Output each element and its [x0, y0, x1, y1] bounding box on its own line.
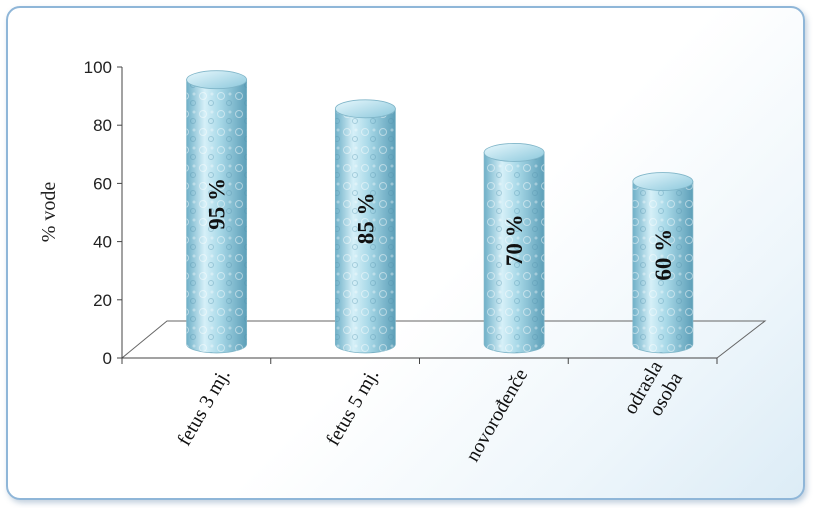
- y-tick-label: 0: [103, 349, 112, 368]
- data-label: 60 %: [651, 229, 676, 281]
- x-category-label-line: fetus 3 mj.: [173, 365, 235, 450]
- y-tick-label: 20: [93, 291, 112, 310]
- data-label: 95 %: [205, 178, 230, 230]
- x-category-label: novorođenče: [462, 365, 533, 466]
- bar-texture: [186, 79, 247, 353]
- bar-texture: [484, 152, 545, 353]
- bar-cylinder: [334, 99, 396, 354]
- y-tick-label: 40: [93, 233, 112, 252]
- bar-cylinder: [632, 172, 694, 354]
- x-category-label: odraslaosoba: [619, 357, 687, 430]
- y-axis-label: % vode: [38, 182, 60, 243]
- data-label: 85 %: [353, 192, 378, 244]
- x-category-label-line: novorođenče: [462, 365, 533, 466]
- y-tick-label: 100: [84, 58, 112, 77]
- bar-top: [334, 99, 396, 119]
- x-category-label: fetus 3 mj.: [173, 365, 235, 450]
- data-label: 70 %: [502, 214, 527, 266]
- bar-texture: [335, 108, 396, 353]
- bar-cylinder: [186, 70, 248, 354]
- bar-top: [632, 172, 694, 191]
- x-category-label-line: fetus 5 mj.: [322, 365, 384, 450]
- y-tick-label: 80: [93, 116, 112, 135]
- bar-top: [483, 143, 545, 162]
- bar-cylinder: [483, 143, 545, 354]
- bar-top: [186, 70, 248, 90]
- x-category-label: fetus 5 mj.: [322, 365, 384, 450]
- y-tick-label: 60: [93, 174, 112, 193]
- bar-texture: [632, 181, 693, 353]
